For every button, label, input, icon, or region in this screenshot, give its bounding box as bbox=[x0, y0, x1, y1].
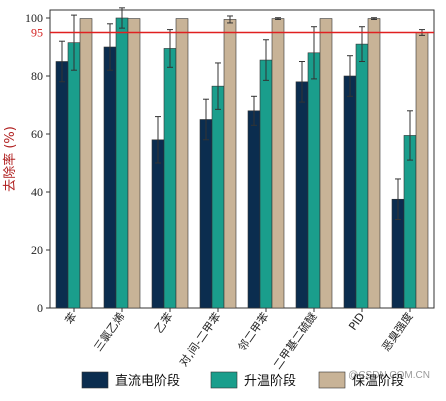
legend-label: 直流电阶段 bbox=[115, 374, 180, 389]
bar bbox=[127, 18, 141, 309]
bar bbox=[115, 17, 129, 309]
legend-swatch bbox=[210, 371, 238, 389]
bar bbox=[367, 18, 381, 309]
y-tick-label: 0 bbox=[37, 301, 43, 315]
bar bbox=[67, 42, 81, 309]
bar bbox=[199, 119, 213, 309]
legend-label: 保温阶段 bbox=[352, 374, 404, 389]
legend: 直流电阶段 升温阶段 保温阶段 bbox=[81, 371, 404, 389]
plot-frame bbox=[49, 9, 435, 309]
x-tick-label: PID bbox=[346, 310, 367, 332]
bar bbox=[271, 18, 285, 309]
y-tick-label: 100 bbox=[25, 11, 43, 25]
bar bbox=[79, 18, 93, 309]
bar bbox=[151, 139, 165, 309]
bar bbox=[307, 52, 321, 309]
reference-line-label: 95 bbox=[31, 26, 43, 40]
legend-swatch bbox=[81, 371, 109, 389]
y-tick-label: 20 bbox=[31, 243, 43, 257]
y-tick-label: 80 bbox=[31, 69, 43, 83]
x-tick-label: 对,间-二甲苯 bbox=[176, 310, 223, 369]
bar bbox=[175, 18, 189, 309]
watermark: @CSDN.COM.CN bbox=[348, 370, 430, 381]
bar bbox=[163, 48, 177, 309]
y-tick-label: 60 bbox=[31, 127, 43, 141]
x-tick-label: 苯 bbox=[62, 310, 80, 327]
bar bbox=[403, 135, 417, 309]
legend-label: 升温阶段 bbox=[244, 374, 296, 389]
y-tick-label: 40 bbox=[31, 185, 43, 199]
bar bbox=[55, 61, 69, 309]
bar bbox=[355, 43, 369, 309]
bar bbox=[211, 85, 225, 309]
plot-area: 0 20 40 60 80 100 苯 三氯乙烯 乙苯 对,间-二甲苯 邻二甲苯 二甲基二硫醚 PID 恶… bbox=[25, 7, 435, 372]
x-tick-label: 乙苯 bbox=[151, 310, 175, 336]
x-tick-label: 恶臭强度 bbox=[379, 310, 416, 354]
bar bbox=[319, 18, 333, 309]
bar bbox=[295, 81, 309, 309]
bar bbox=[259, 59, 273, 309]
bar bbox=[103, 46, 117, 309]
bar bbox=[415, 32, 429, 309]
x-tick-label: 二甲基二硫醚 bbox=[270, 310, 319, 372]
bar bbox=[223, 19, 237, 309]
x-tick-label: 三氯乙烯 bbox=[91, 310, 128, 354]
x-tick-label: 邻二甲苯 bbox=[235, 310, 272, 354]
y-axis-title: 去除率 (%) bbox=[2, 126, 18, 192]
bar bbox=[247, 110, 261, 309]
bar bbox=[343, 75, 357, 309]
legend-swatch bbox=[318, 371, 346, 389]
